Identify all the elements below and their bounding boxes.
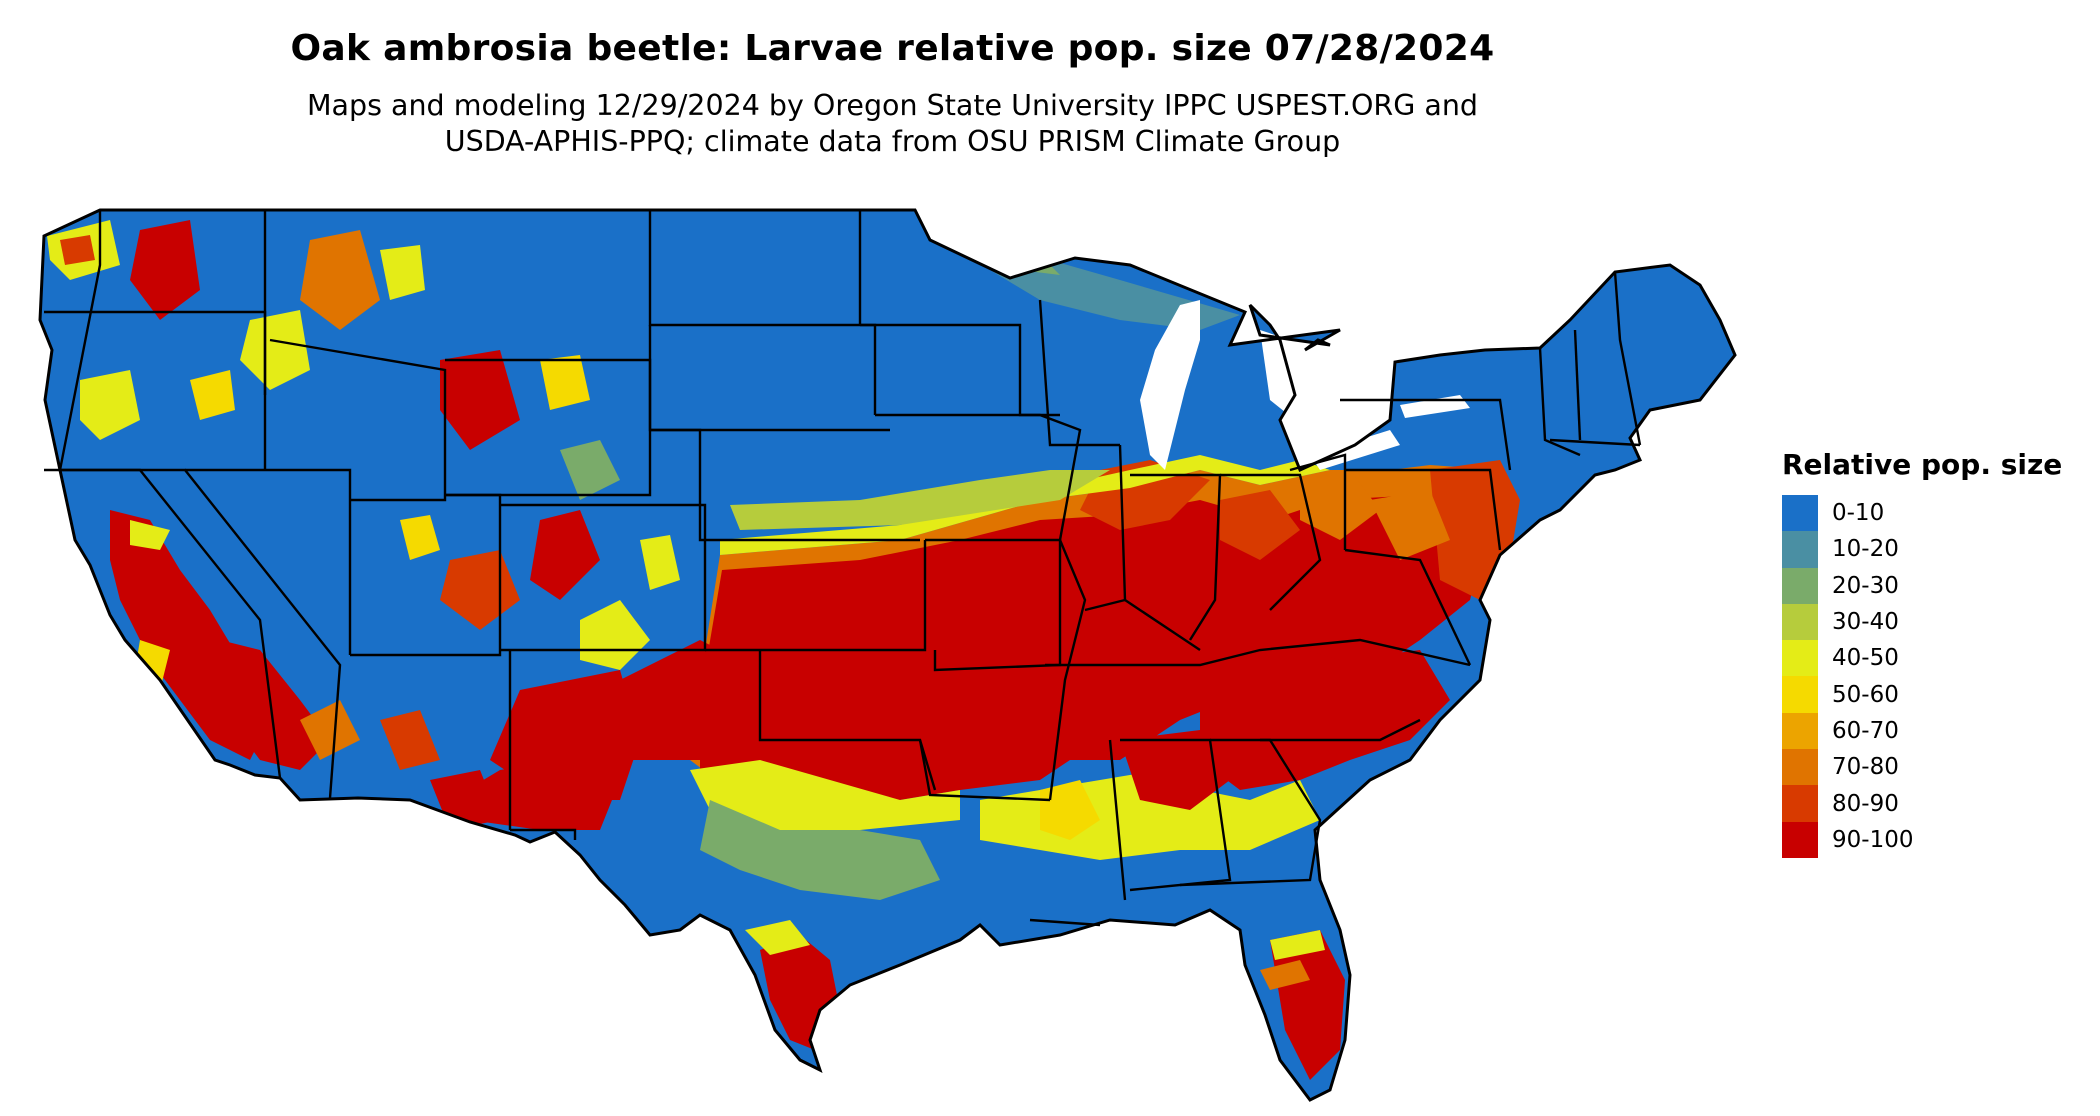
legend-item: 50-60: [1782, 676, 2092, 713]
map-subtitle-line-1: Maps and modeling 12/29/2024 by Oregon S…: [306, 89, 1479, 122]
legend-label: 40-50: [1832, 645, 1899, 672]
legend-item: 20-30: [1782, 567, 2092, 604]
legend-item: 90-100: [1782, 821, 2092, 858]
legend-item: 60-70: [1782, 712, 2092, 750]
legend-swatch: [1782, 567, 1818, 604]
legend-label: 10-20: [1832, 536, 1899, 563]
us-map: [38, 208, 1737, 1102]
legend-item: 70-80: [1782, 749, 2092, 786]
map-title: Oak ambrosia beetle: Larvae relative pop…: [290, 28, 1495, 69]
legend-swatch: [1782, 531, 1818, 568]
state-borders: [44, 210, 1642, 927]
legend-swatch: [1782, 785, 1818, 822]
legend-swatch: [1782, 749, 1818, 786]
legend-swatch: [1782, 495, 1818, 532]
legend-label: 50-60: [1832, 681, 1899, 708]
lake-michigan: [1140, 300, 1200, 470]
legend-swatch: [1782, 712, 1818, 750]
legend-item: 0-10: [1782, 495, 2092, 532]
legend-swatch: [1782, 821, 1818, 858]
legend-label: 0-10: [1832, 500, 1885, 527]
legend-title: Relative pop. size: [1782, 448, 2063, 481]
legend-item: 10-20: [1782, 531, 2092, 568]
legend-item: 40-50: [1782, 640, 2092, 677]
legend-swatch: [1782, 676, 1818, 713]
population-layer: [47, 220, 1520, 1080]
lake-huron: [1260, 330, 1325, 420]
legend-label: 60-70: [1832, 717, 1899, 744]
legend-swatch: [1782, 603, 1818, 641]
map-subtitle-line-2: USDA-APHIS-PPQ; climate data from OSU PR…: [444, 125, 1341, 158]
legend-label: 90-100: [1832, 826, 1914, 853]
legend-item: 30-40: [1782, 603, 2092, 641]
legend-label: 20-30: [1832, 572, 1899, 599]
lake-erie: [1310, 430, 1400, 470]
legend-item: 80-90: [1782, 785, 2092, 822]
legend-swatch: [1782, 640, 1818, 677]
legend-items: 0-10 10-20 20-30 30-40 40-50 50-60 60-70 70-80 8…: [1782, 495, 2092, 858]
legend-label: 30-40: [1832, 609, 1899, 636]
legend-label: 80-90: [1832, 790, 1899, 817]
legend-label: 70-80: [1832, 754, 1899, 781]
legend: Relative pop. size 0-10 10-20 20-30 30-40 40…: [1782, 448, 2092, 858]
